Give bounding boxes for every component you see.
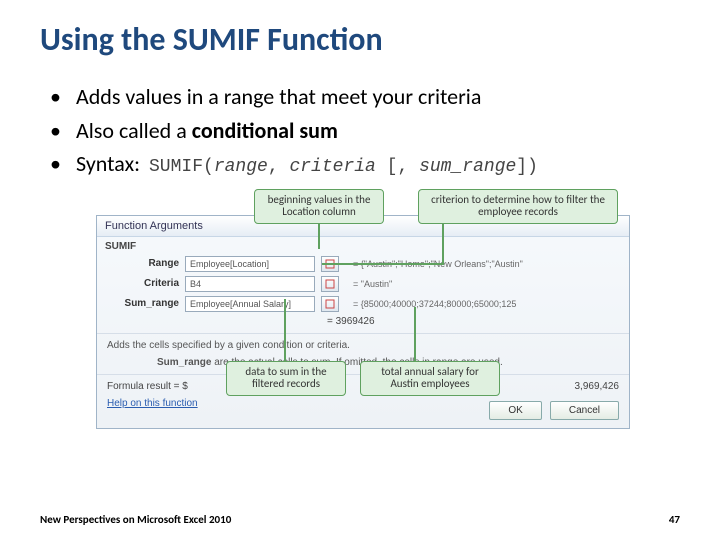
- function-arguments-dialog: Function Arguments SUMIF Range = {"Austi…: [96, 215, 630, 429]
- field-sumrange-row: Sum_range = {85000;40000;37244;80000;650…: [97, 294, 629, 314]
- bullet-list: Adds values in a range that meet your cr…: [50, 83, 680, 179]
- callout-line: [284, 299, 286, 361]
- slide-footer: New Perspectives on Microsoft Excel 2010…: [40, 513, 680, 526]
- sumrange-result: = {85000;40000;37244;80000;65000;125: [353, 299, 516, 309]
- function-name: SUMIF: [97, 237, 629, 254]
- bullet-2: Also called a conditional sum: [50, 117, 680, 145]
- criteria-result: = "Austin": [353, 279, 392, 289]
- criteria-input[interactable]: [185, 276, 315, 292]
- footer-left: New Perspectives on Microsoft Excel 2010: [40, 513, 231, 526]
- bullet-3-label: Syntax:: [76, 150, 140, 177]
- criteria-ref-button[interactable]: [321, 276, 339, 292]
- bullet-2-pre: Also called a: [76, 117, 192, 144]
- bullet-1: Adds values in a range that meet your cr…: [50, 83, 680, 111]
- field-criteria-row: Criteria = "Austin": [97, 274, 629, 294]
- callout-line: [322, 263, 444, 265]
- callout-total: total annual salary for Austin employees: [360, 361, 500, 396]
- page-number: 47: [669, 513, 680, 526]
- bullet-2-bold: conditional sum: [192, 117, 338, 144]
- dialog-screenshot: beginning values in the Location column …: [96, 189, 630, 429]
- range-input[interactable]: [185, 256, 315, 272]
- bullet-3: Syntax: SUMIF(range, criteria [, sum_ran…: [50, 150, 680, 179]
- callout-criterion: criterion to determine how to filter the…: [418, 189, 618, 224]
- formula-result-value: 3,969,426: [575, 381, 620, 392]
- criteria-label: Criteria: [105, 278, 179, 289]
- callout-line: [414, 307, 416, 361]
- sumrange-input[interactable]: [185, 296, 315, 312]
- bullet-1-text: Adds values in a range that meet your cr…: [76, 83, 481, 110]
- cancel-button[interactable]: Cancel: [550, 401, 619, 420]
- callout-location: beginning values in the Location column: [254, 189, 384, 224]
- sumrange-label: Sum_range: [105, 298, 179, 309]
- sumrange-ref-button[interactable]: [321, 296, 339, 312]
- result-value: = 3969426: [97, 314, 629, 331]
- range-label: Range: [105, 258, 179, 269]
- callout-datasum: data to sum in the filtered records: [226, 361, 346, 396]
- formula-result-label: Formula result = $: [107, 381, 188, 392]
- syntax-code: SUMIF(range, criteria [, sum_range]): [149, 157, 538, 177]
- function-description: Adds the cells specified by a given cond…: [97, 333, 629, 353]
- ok-button[interactable]: OK: [489, 401, 541, 420]
- slide-title: Using the SUMIF Function: [40, 20, 680, 59]
